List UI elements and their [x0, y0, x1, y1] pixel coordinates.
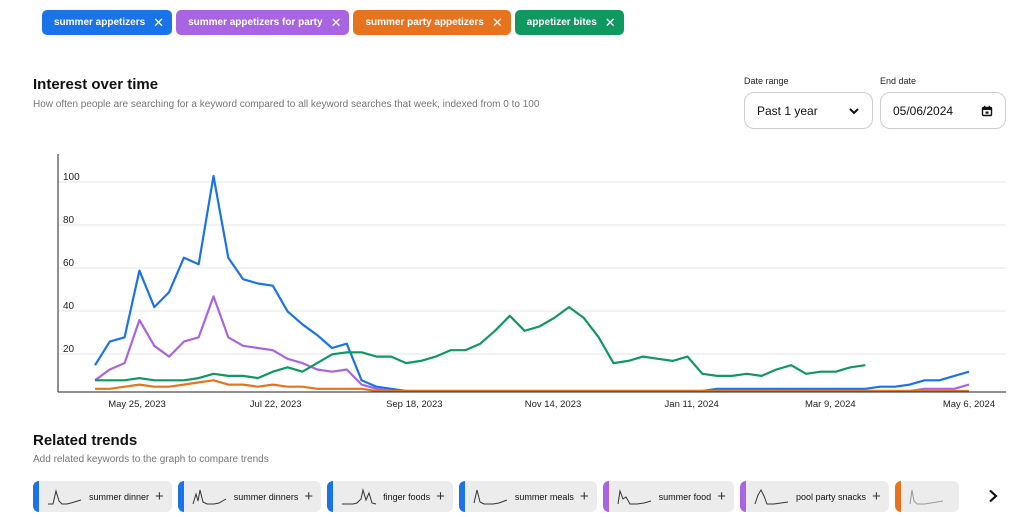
related-trend-summer-dinners[interactable]: summer dinners +	[177, 481, 322, 512]
plus-icon[interactable]: +	[579, 488, 589, 505]
trend-color-stripe	[458, 481, 465, 512]
date-range-select[interactable]: Past 1 year	[744, 92, 873, 129]
y-tick-label: 20	[63, 344, 75, 355]
trend-label: summer dinners	[233, 491, 299, 502]
close-icon[interactable]: ✕	[491, 15, 503, 30]
x-tick-label: Nov 14, 2023	[525, 399, 582, 410]
related-trends-subtitle: Add related keywords to the graph to com…	[33, 454, 269, 465]
chart-grid	[58, 181, 1006, 355]
x-tick-label: Jan 11, 2024	[665, 399, 719, 410]
related-trends-list: summer dinner + summer dinners + finger …	[33, 481, 971, 512]
close-icon[interactable]: ✕	[330, 15, 342, 30]
date-range-value: Past 1 year	[757, 103, 818, 118]
keyword-pill-summer-appetizers-for-party[interactable]: summer appetizers for party ✕	[176, 10, 350, 35]
chart-title: Interest over time	[33, 76, 159, 93]
chevron-down-icon	[849, 107, 859, 114]
sparkline-icon	[754, 488, 789, 504]
plus-icon[interactable]: +	[717, 488, 726, 505]
y-tick-label: 60	[63, 258, 75, 269]
plus-icon[interactable]: +	[304, 488, 314, 505]
interest-over-time-chart: 20 40 60 80 100 May 25, 2023 Jul 22, 2023 Sep …	[57, 154, 1006, 410]
trend-color-stripe	[602, 481, 609, 512]
plus-icon[interactable]: +	[155, 488, 164, 505]
keyword-label: summer appetizers	[54, 17, 146, 28]
trend-label: finger foods	[383, 491, 431, 502]
x-axis-ticks: May 25, 2023 Jul 22, 2023 Sep 18, 2023 Nov …	[108, 399, 995, 410]
keyword-pill-summer-party-appetizers[interactable]: summer party appetizers ✕	[353, 10, 511, 35]
x-tick-label: May 25, 2023	[108, 399, 166, 410]
sparkline-icon	[48, 488, 82, 504]
trend-color-stripe	[33, 481, 39, 512]
keyword-pills: summer appetizers ✕ summer appetizers fo…	[42, 10, 624, 35]
sparkline-icon	[473, 489, 508, 504]
trend-label: summer dinner	[89, 491, 150, 502]
related-trend-summer-dinner[interactable]: summer dinner +	[33, 481, 172, 512]
chart-lines	[94, 174, 970, 393]
trend-label: summer food	[658, 491, 712, 502]
related-trend-finger-foods[interactable]: finger foods +	[327, 481, 453, 512]
close-icon[interactable]: ✕	[153, 15, 165, 30]
end-date-label: End date	[880, 76, 917, 86]
keyword-pill-summer-appetizers[interactable]: summer appetizers ✕	[42, 10, 173, 35]
related-trend-summer-meals[interactable]: summer meals +	[458, 481, 597, 512]
plus-icon[interactable]: +	[872, 488, 881, 505]
trend-color-stripe	[894, 481, 901, 512]
trend-color-stripe	[177, 481, 184, 512]
end-date-value: 05/06/2024	[893, 103, 954, 118]
keyword-label: summer appetizers for party	[188, 17, 323, 28]
sparkline-icon	[192, 489, 227, 504]
series-line-appetizer-bites	[95, 306, 866, 382]
related-trends-title: Related trends	[33, 432, 138, 449]
sparkline-icon	[342, 487, 377, 504]
trend-color-stripe	[327, 481, 334, 512]
close-icon[interactable]: ✕	[604, 15, 616, 30]
y-axis-ticks: 20 40 60 80 100	[63, 172, 80, 355]
trend-color-stripe	[739, 481, 746, 512]
sparkline-icon	[617, 488, 651, 504]
x-tick-label: May 6, 2024	[943, 399, 995, 410]
keyword-label: summer party appetizers	[365, 17, 484, 28]
series-line-summer-party-appetizers	[95, 379, 969, 393]
sparkline-icon	[909, 489, 943, 504]
series-line-summer-appetizers	[94, 174, 970, 393]
y-tick-label: 100	[63, 172, 80, 183]
next-arrow-button[interactable]	[983, 485, 1003, 507]
calendar-icon[interactable]	[981, 105, 993, 117]
keyword-pill-appetizer-bites[interactable]: appetizer bites ✕	[514, 10, 624, 35]
plus-icon[interactable]: +	[436, 488, 445, 505]
x-tick-label: Jul 22, 2023	[250, 399, 302, 410]
end-date-field[interactable]: 05/06/2024	[880, 92, 1006, 129]
related-trend-pool-party-snacks[interactable]: pool party snacks +	[739, 481, 889, 512]
trend-label: pool party snacks	[795, 491, 867, 502]
y-tick-label: 80	[63, 215, 75, 226]
y-tick-label: 40	[63, 301, 75, 312]
date-range-label: Date range	[744, 76, 789, 86]
related-trend-partial[interactable]	[894, 481, 959, 512]
keyword-label: appetizer bites	[526, 17, 597, 28]
chart-subtitle: How often people are searching for a key…	[33, 99, 540, 110]
x-tick-label: Sep 18, 2023	[386, 399, 443, 410]
related-trend-summer-food[interactable]: summer food +	[602, 481, 734, 512]
x-tick-label: Mar 9, 2024	[805, 399, 856, 410]
trend-label: summer meals	[514, 491, 574, 502]
chevron-right-icon	[989, 489, 998, 503]
